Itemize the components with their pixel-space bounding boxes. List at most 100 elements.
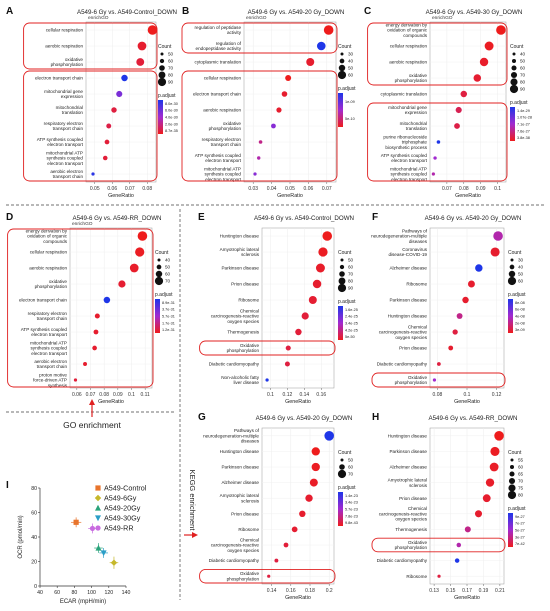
padj-legend-label: 3e-27 [515,535,525,539]
count-legend-label: 50 [348,458,354,463]
term-label: Alzheimer disease [221,480,259,485]
term-label: electron transport chain [19,298,67,303]
kegg-arrow-head [192,532,198,538]
term-label: Coronavirus [402,247,427,252]
count-legend-dot [511,58,517,64]
term-dot [285,345,291,351]
padj-legend-title: p.adjust [510,100,528,106]
count-legend-dot [511,65,517,71]
panel-subtitle: enrichGO [432,15,453,21]
padj-legend-label: 5e-10 [345,117,355,121]
term-label: cytoplasmic translation [195,60,242,65]
series-marker [95,485,101,491]
x-tick-label: 0.16 [316,392,326,398]
count-legend-label: 90 [348,286,354,291]
count-legend-label: 55 [518,458,524,463]
term-label: synthesis [48,383,68,388]
term-dot [92,345,97,351]
term-dot [484,41,494,51]
term-dot [433,156,437,160]
term-dot [475,264,483,272]
term-label: electron transport [205,158,241,163]
panel-letter: D [6,212,13,223]
term-label: compounds [403,33,427,38]
term-dot [473,74,482,82]
term-label: aerobic respiration [29,266,67,271]
term-label: Parkinson disease [221,266,259,271]
count-legend-dot [154,276,164,286]
panel-title: A549-6 Gy vs. A549-RR_DOWN [72,215,161,222]
term-dot [276,107,282,113]
series-marker [95,504,101,511]
term-label: Parkinson disease [221,465,259,470]
padj-legend-label: 8e-08 [515,301,525,305]
padj-legend-label: 1.07e-28 [517,116,532,120]
padj-legend-label: 8.9e-31 [162,301,175,305]
y-tick-label: 20 [31,559,37,565]
term-label: transport chain [37,316,68,321]
term-label: phosphorylation [395,380,428,385]
term-label: ATP synthesis coupled [37,137,84,142]
highlight-box [23,70,158,182]
term-label: phosphorylation [35,284,68,289]
term-dot [474,510,483,518]
term-dot [324,431,335,441]
x-tick-label: 0.09 [476,186,486,192]
series-marker [95,525,101,531]
series-marker [73,519,79,525]
count-legend-label: 50 [165,265,171,270]
term-dot [265,378,269,382]
count-legend-label: 80 [168,73,174,78]
term-label: aerobic respiration [45,44,83,49]
padj-legend-label: 1.4e-29 [517,109,530,113]
padj-legend-label: 2.4e-25 [345,315,358,319]
padj-legend-label: 7e-27 [515,522,525,526]
x-axis-label: GeneRatio [285,399,311,405]
term-dot [274,558,279,563]
series-marker [100,550,107,557]
count-legend-title: Count [158,44,172,50]
count-legend-label: 40 [165,258,171,263]
term-dot [432,378,437,382]
term-label: Prion disease [399,496,427,501]
padj-legend-label: 6.0e-30 [165,109,178,113]
term-dot [312,279,322,289]
panel-letter: I [6,480,9,491]
term-label: Huntington disease [220,234,260,239]
term-dot [482,494,491,503]
term-label: oxidative [409,73,428,78]
term-label: sclerosis [241,252,260,257]
padj-legend-label: 4e-08 [515,315,525,319]
padj-legend-label: 1.6e-25 [345,308,358,312]
term-label: Oxidative [240,571,260,576]
count-legend-label: 40 [348,59,354,64]
term-label: transport chain [37,364,68,369]
padj-legend-label: 7.8e-23 [345,514,358,518]
padj-legend-label: 7e-42 [515,542,525,546]
term-dot [257,156,261,160]
count-legend-title: Count [338,450,352,456]
padj-colorbar [508,513,513,547]
count-legend-dot [509,84,519,94]
term-label: mitochondrial gene [388,105,427,110]
padj-legend-label: 5.7e-31 [162,315,175,319]
count-legend-label: 75 [518,486,524,491]
padj-legend-label: 7.6e-27 [517,129,530,133]
count-legend-label: 60 [518,279,524,284]
term-label: oxygen species [227,548,259,553]
count-legend-dot [339,464,345,470]
x-tick-label: 0.14 [299,392,309,398]
term-dot [94,313,100,319]
term-label: Chemical [408,324,427,329]
term-label: oxidation of organic [27,234,68,239]
term-label: sclerosis [409,483,428,488]
term-label: oxidative [223,121,242,126]
term-label: aerobic electron [50,169,83,174]
padj-legend-title: p.adjust [338,485,356,491]
x-tick-label: 0.05 [285,186,295,192]
term-dot [271,123,276,129]
term-dot [489,462,499,472]
x-axis-label: GeneRatio [108,193,134,199]
x-tick-label: 0.21 [495,588,505,594]
term-dot [283,542,289,548]
